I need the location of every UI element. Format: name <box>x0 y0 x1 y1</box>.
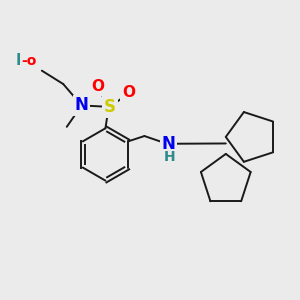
Text: N: N <box>162 135 176 153</box>
Text: -o: -o <box>21 54 37 68</box>
Text: N: N <box>75 96 88 114</box>
Text: H: H <box>16 53 28 68</box>
Text: S: S <box>104 98 116 116</box>
Text: O: O <box>91 80 104 94</box>
Text: O: O <box>122 85 135 100</box>
Text: H: H <box>164 150 175 164</box>
